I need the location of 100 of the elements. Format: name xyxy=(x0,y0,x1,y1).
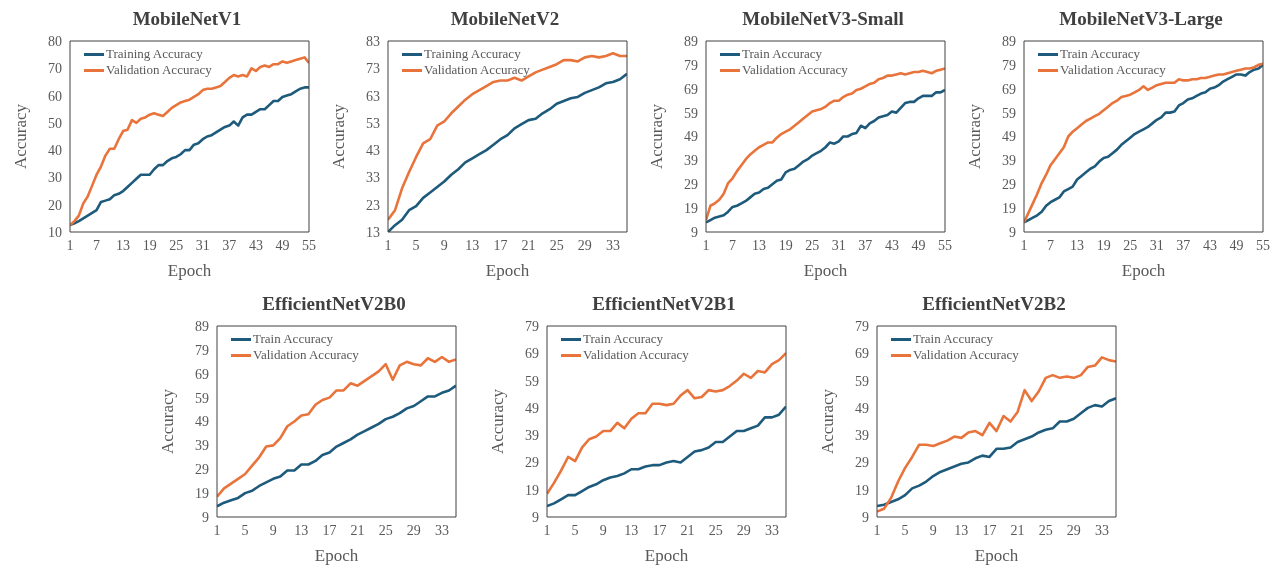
x-tick-label: 1 xyxy=(873,522,881,538)
x-tick-label: 25 xyxy=(549,237,564,253)
x-tick-label: 1 xyxy=(1020,237,1028,253)
y-axis-title: Accuracy xyxy=(818,388,838,455)
chart-title: EfficientNetV2B0 xyxy=(261,293,406,316)
y-axis-title: Accuracy xyxy=(11,103,31,170)
y-tick-label: 69 xyxy=(195,366,209,382)
chart-title: MobileNetV1 xyxy=(131,8,242,31)
y-tick-label: 19 xyxy=(525,482,539,498)
y-tick-label: 49 xyxy=(525,400,539,416)
x-tick-label: 55 xyxy=(1256,237,1270,253)
x-tick-label: 33 xyxy=(1094,522,1109,538)
legend-label: Training Accuracy xyxy=(424,46,521,62)
y-tick-label: 19 xyxy=(1002,201,1016,217)
x-tick-label: 37 xyxy=(1176,237,1191,253)
legend-label: Train Accuracy xyxy=(253,331,334,347)
x-tick-label: 25 xyxy=(708,522,723,538)
x-tick-label: 17 xyxy=(493,237,508,253)
x-tick-label: 25 xyxy=(1038,522,1053,538)
x-tick-label: 13 xyxy=(116,237,131,253)
y-tick-label: 59 xyxy=(1002,105,1016,121)
y-tick-label: 29 xyxy=(855,455,869,471)
y-tick-label: 49 xyxy=(1002,129,1016,145)
y-tick-label: 29 xyxy=(1002,177,1016,193)
x-tick-label: 49 xyxy=(911,237,926,253)
x-tick-label: 13 xyxy=(294,522,309,538)
x-tick-label: 5 xyxy=(571,522,579,538)
y-tick-label: 39 xyxy=(1002,153,1016,169)
y-tick-label: 9 xyxy=(202,509,209,525)
y-tick-label: 79 xyxy=(684,57,698,73)
y-tick-label: 79 xyxy=(525,318,539,334)
x-tick-label: 5 xyxy=(412,237,420,253)
x-tick-label: 17 xyxy=(322,522,337,538)
y-tick-label: 20 xyxy=(48,197,62,213)
y-tick-label: 9 xyxy=(862,509,869,525)
y-tick-label: 70 xyxy=(48,61,62,77)
line-series xyxy=(547,405,786,508)
y-tick-label: 19 xyxy=(855,482,869,498)
y-tick-label: 79 xyxy=(195,342,209,358)
x-tick-label: 13 xyxy=(624,522,639,538)
y-tick-label: 39 xyxy=(855,428,869,444)
y-tick-label: 60 xyxy=(48,88,62,104)
x-tick-label: 5 xyxy=(901,522,909,538)
y-tick-label: 9 xyxy=(691,224,698,240)
x-tick-label: 29 xyxy=(406,522,421,538)
y-tick-label: 39 xyxy=(684,153,698,169)
x-tick-label: 25 xyxy=(378,522,393,538)
chart-title: EfficientNetV2B2 xyxy=(921,293,1066,316)
x-tick-label: 13 xyxy=(954,522,969,538)
x-tick-label: 13 xyxy=(465,237,480,253)
y-tick-label: 40 xyxy=(48,143,62,159)
chart-title: MobileNetV3-Large xyxy=(1058,8,1223,31)
x-tick-label: 21 xyxy=(680,522,695,538)
y-tick-label: 19 xyxy=(684,201,698,217)
x-tick-label: 33 xyxy=(434,522,449,538)
x-tick-label: 25 xyxy=(169,237,184,253)
x-tick-label: 25 xyxy=(805,237,820,253)
y-tick-label: 13 xyxy=(366,224,380,240)
x-tick-label: 1 xyxy=(702,237,710,253)
x-tick-label: 5 xyxy=(241,522,249,538)
x-tick-label: 55 xyxy=(302,237,316,253)
legend-label: Validation Accuracy xyxy=(742,62,848,78)
x-tick-label: 29 xyxy=(577,237,592,253)
chart-title: MobileNetV3-Small xyxy=(741,8,904,31)
y-tick-label: 73 xyxy=(366,61,380,77)
legend-label: Train Accuracy xyxy=(913,331,994,347)
line-series xyxy=(547,351,786,496)
legend-label: Train Accuracy xyxy=(583,331,664,347)
x-tick-label: 49 xyxy=(1229,237,1244,253)
x-tick-label: 29 xyxy=(1066,522,1081,538)
y-tick-label: 29 xyxy=(195,462,209,478)
y-tick-label: 49 xyxy=(855,400,869,416)
x-tick-label: 31 xyxy=(195,237,210,253)
x-tick-label: 1 xyxy=(66,237,74,253)
legend-label: Validation Accuracy xyxy=(583,347,689,363)
x-tick-label: 43 xyxy=(248,237,263,253)
x-tick-label: 21 xyxy=(350,522,365,538)
x-tick-label: 43 xyxy=(884,237,899,253)
y-tick-label: 43 xyxy=(366,143,380,159)
line-series xyxy=(877,397,1116,508)
y-tick-label: 80 xyxy=(48,33,62,49)
x-tick-label: 19 xyxy=(142,237,157,253)
y-tick-label: 9 xyxy=(1009,224,1016,240)
y-tick-label: 79 xyxy=(1002,57,1016,73)
x-tick-label: 17 xyxy=(652,522,667,538)
y-tick-label: 23 xyxy=(366,197,380,213)
x-tick-label: 13 xyxy=(752,237,767,253)
y-tick-label: 53 xyxy=(366,115,380,131)
x-tick-label: 31 xyxy=(831,237,846,253)
x-tick-label: 19 xyxy=(1096,237,1111,253)
x-tick-label: 33 xyxy=(605,237,620,253)
x-tick-label: 9 xyxy=(269,522,277,538)
y-tick-label: 19 xyxy=(195,486,209,502)
y-axis-title: Accuracy xyxy=(488,388,508,455)
y-axis-title: Accuracy xyxy=(158,388,178,455)
y-tick-label: 59 xyxy=(684,105,698,121)
x-tick-label: 13 xyxy=(1070,237,1085,253)
legend-label: Validation Accuracy xyxy=(106,62,212,78)
x-tick-label: 31 xyxy=(1149,237,1164,253)
y-tick-label: 83 xyxy=(366,33,380,49)
